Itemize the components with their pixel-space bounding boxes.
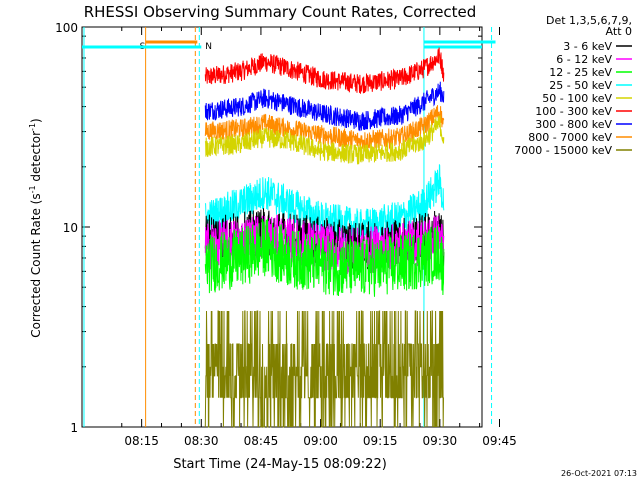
series-line: [204, 310, 444, 428]
legend-label: 7000 - 15000 keV: [514, 144, 612, 157]
y-tick-label: 1: [70, 421, 78, 435]
legend-label: 6 - 12 keV: [556, 53, 612, 66]
series-line: [204, 105, 445, 151]
series-line: [204, 47, 445, 94]
x-tick-label: 08:45: [244, 434, 279, 448]
y-tick-label: 10: [63, 221, 78, 235]
x-tick-label: 09:30: [423, 434, 458, 448]
legend-label: 3 - 6 keV: [563, 40, 612, 53]
chart-title: RHESSI Observing Summary Count Rates, Co…: [84, 3, 477, 21]
series-line: [204, 81, 445, 132]
flag-label: N: [205, 42, 212, 52]
legend-label: 25 - 50 keV: [549, 79, 612, 92]
x-tick-label: 09:00: [303, 434, 338, 448]
legend-label: 100 - 300 keV: [535, 105, 612, 118]
legend-label: 800 - 7000 keV: [528, 131, 612, 144]
legend-label: 300 - 800 keV: [535, 118, 612, 131]
x-tick-label: 08:30: [184, 434, 219, 448]
series-line: [204, 218, 445, 297]
legend-label: 50 - 100 keV: [542, 92, 612, 105]
legend-header: Det 1,3,5,6,7,9,: [546, 14, 632, 27]
timestamp: 26-Oct-2021 07:13: [561, 469, 637, 478]
x-tick-label: 09:45: [482, 434, 517, 448]
y-tick-label: 100: [55, 21, 78, 35]
x-tick-label: 09:15: [363, 434, 398, 448]
legend-label: 12 - 25 keV: [549, 66, 612, 79]
x-tick-label: 08:15: [124, 434, 159, 448]
series-line: [204, 115, 445, 165]
y-axis-label: Corrected Count Rate (s-1 detector-1): [28, 118, 43, 337]
legend-header: Att 0: [606, 25, 632, 38]
x-axis-label: Start Time (24-May-15 08:09:22): [173, 457, 387, 472]
plot-area: 1 10 100 08:15 08:30 08:45 09:00 09:15 09:30 09:4…: [55, 21, 517, 448]
